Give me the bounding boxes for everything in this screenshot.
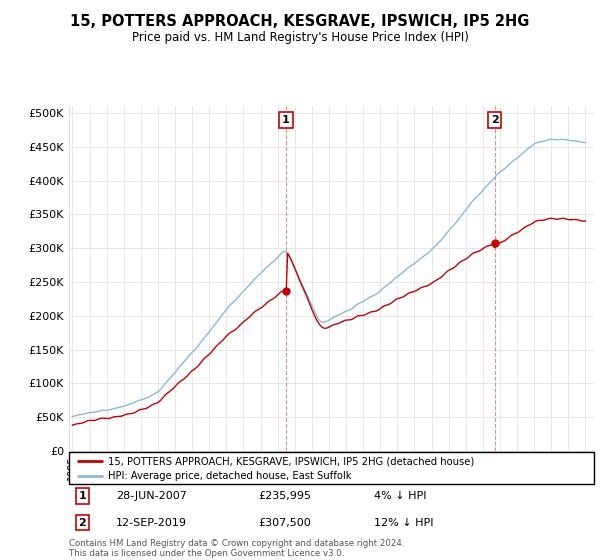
Text: 15, POTTERS APPROACH, KESGRAVE, IPSWICH, IP5 2HG: 15, POTTERS APPROACH, KESGRAVE, IPSWICH,… <box>70 14 530 29</box>
Text: £307,500: £307,500 <box>258 517 311 528</box>
Text: 1: 1 <box>79 491 86 501</box>
Text: HPI: Average price, detached house, East Suffolk: HPI: Average price, detached house, East… <box>109 472 352 481</box>
Text: 12-SEP-2019: 12-SEP-2019 <box>116 517 187 528</box>
Text: 28-JUN-2007: 28-JUN-2007 <box>116 491 187 501</box>
Text: 12% ↓ HPI: 12% ↓ HPI <box>373 517 433 528</box>
Text: 2: 2 <box>491 115 499 125</box>
Text: 4% ↓ HPI: 4% ↓ HPI <box>373 491 426 501</box>
Text: Contains HM Land Registry data © Crown copyright and database right 2024.
This d: Contains HM Land Registry data © Crown c… <box>69 539 404 558</box>
Text: Price paid vs. HM Land Registry's House Price Index (HPI): Price paid vs. HM Land Registry's House … <box>131 31 469 44</box>
Text: 1: 1 <box>282 115 290 125</box>
FancyBboxPatch shape <box>69 452 594 484</box>
Text: 2: 2 <box>79 517 86 528</box>
Text: 15, POTTERS APPROACH, KESGRAVE, IPSWICH, IP5 2HG (detached house): 15, POTTERS APPROACH, KESGRAVE, IPSWICH,… <box>109 456 475 466</box>
Text: £235,995: £235,995 <box>258 491 311 501</box>
